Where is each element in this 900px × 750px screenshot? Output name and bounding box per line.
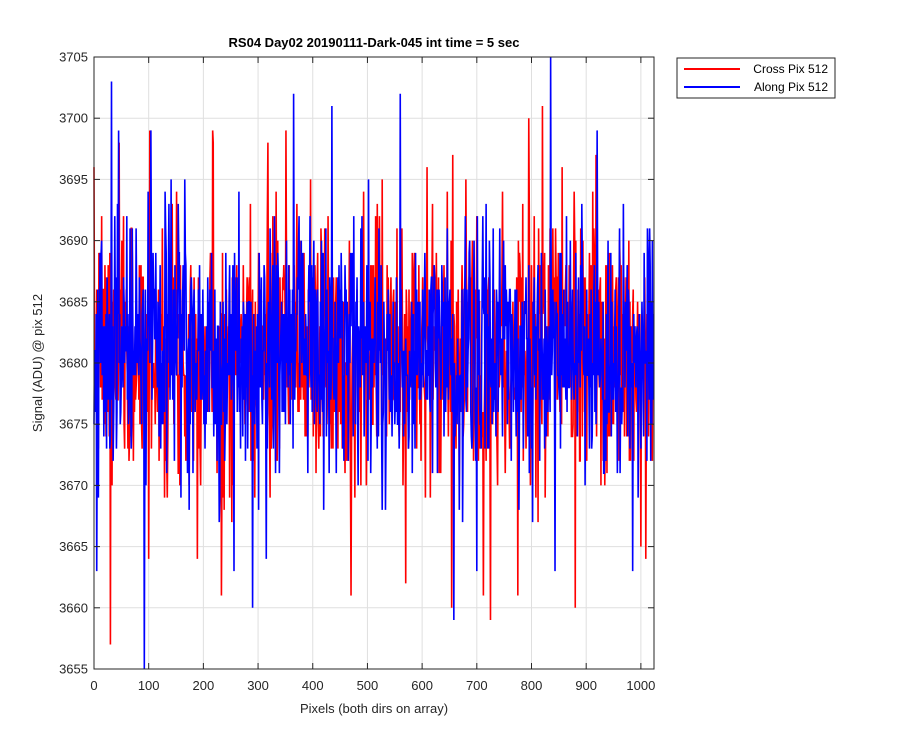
x-tick-label: 700 (466, 678, 488, 693)
x-tick-label: 500 (357, 678, 379, 693)
x-tick-label: 900 (575, 678, 597, 693)
y-tick-label: 3660 (59, 600, 88, 615)
y-tick-label: 3680 (59, 356, 88, 371)
x-tick-label: 200 (193, 678, 215, 693)
x-tick-label: 100 (138, 678, 160, 693)
y-tick-label: 3695 (59, 172, 88, 187)
chart-title: RS04 Day02 20190111-Dark-045 int time = … (229, 35, 520, 50)
y-tick-label: 3705 (59, 50, 88, 65)
x-tick-label: 600 (411, 678, 433, 693)
legend-label-cross: Cross Pix 512 (753, 62, 828, 76)
x-tick-label: 1000 (626, 678, 655, 693)
y-tick-label: 3675 (59, 417, 88, 432)
series-line-1 (93, 56, 655, 670)
x-tick-label: 300 (247, 678, 269, 693)
legend-box (676, 57, 836, 99)
y-tick-label: 3670 (59, 478, 88, 493)
legend: Cross Pix 512 Along Pix 512 (676, 57, 836, 99)
axis-ticks (93, 56, 654, 670)
y-tick-label: 3685 (59, 294, 88, 309)
x-tick-label: 0 (90, 678, 97, 693)
legend-label-along: Along Pix 512 (754, 80, 828, 94)
y-tick-label: 3700 (59, 111, 88, 126)
x-axis-label: Pixels (both dirs on array) (300, 701, 448, 716)
series-lines (93, 56, 655, 670)
y-axis-label: Signal (ADU) @ pix 512 (30, 294, 45, 432)
y-tick-label: 3690 (59, 233, 88, 248)
y-tick-label: 3655 (59, 662, 88, 677)
y-tick-labels: 3655 3660 3665 3670 3675 3680 3685 3690 3695 3700… (59, 50, 88, 677)
y-tick-label: 3665 (59, 539, 88, 554)
x-tick-label: 400 (302, 678, 324, 693)
x-tick-label: 800 (521, 678, 543, 693)
x-tick-labels: 0 100 200 300 400 500 600 700 800 900 1000 (90, 678, 655, 693)
